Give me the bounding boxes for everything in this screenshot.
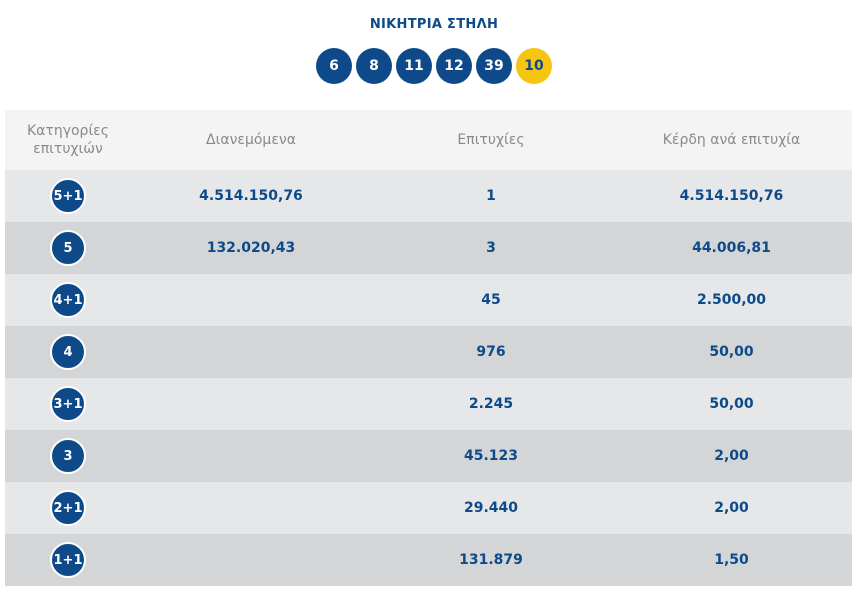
table-header-row: Κατηγορίες επιτυχιών Διανεμόμενα Επιτυχί…: [5, 110, 852, 170]
category-badge: 3+1: [50, 386, 86, 422]
table-row: 5+1 4.514.150,76 1 4.514.150,76: [5, 170, 852, 222]
distributed-cell: [131, 378, 371, 430]
distributed-cell: [131, 274, 371, 326]
winning-numbers: 6 8 11 12 39 10: [0, 48, 868, 84]
prize-cell: 2.500,00: [696, 292, 767, 308]
category-cell: 4: [5, 326, 131, 378]
distributed-cell: 4.514.150,76: [199, 188, 303, 204]
column-header-winners: Επιτυχίες: [457, 132, 525, 148]
winning-column-title: ΝΙΚΗΤΡΙΑ ΣΤΗΛΗ: [369, 17, 499, 32]
column-header-distributed: Διανεμόμενα: [206, 132, 296, 148]
category-badge: 5+1: [50, 178, 86, 214]
number-ball: 12: [436, 48, 472, 84]
distributed-cell: [131, 326, 371, 378]
category-cell: 3+1: [5, 378, 131, 430]
distributed-cell: [131, 482, 371, 534]
category-badge: 1+1: [50, 542, 86, 578]
category-cell: 2+1: [5, 482, 131, 534]
winners-cell: 976: [476, 344, 506, 360]
table-row: 4+1 45 2.500,00: [5, 274, 852, 326]
winners-cell: 29.440: [463, 500, 519, 516]
prize-cell: 2,00: [714, 448, 749, 464]
column-header-category-label: Κατηγορίες επιτυχιών: [27, 123, 109, 157]
winners-cell: 131.879: [459, 552, 523, 568]
table-row: 2+1 29.440 2,00: [5, 482, 852, 534]
table-row: 3+1 2.245 50,00: [5, 378, 852, 430]
table-row: 3 45.123 2,00: [5, 430, 852, 482]
prize-cell: 50,00: [709, 344, 754, 360]
category-cell: 4+1: [5, 274, 131, 326]
winners-cell: 45: [481, 292, 501, 308]
column-header-category: Κατηγορίες επιτυχιών: [5, 110, 131, 170]
category-badge: 2+1: [50, 490, 86, 526]
category-cell: 5+1: [5, 170, 131, 222]
number-ball: 11: [396, 48, 432, 84]
distributed-cell: [131, 534, 371, 586]
prize-cell: 50,00: [709, 396, 754, 412]
table-row: 4 976 50,00: [5, 326, 852, 378]
category-badge: 5: [50, 230, 86, 266]
table-row: 1+1 131.879 1,50: [5, 534, 852, 586]
column-header-prize: Κέρδη ανά επιτυχία: [662, 132, 801, 148]
category-badge: 3: [50, 438, 86, 474]
winners-cell: 2.245: [468, 396, 514, 412]
winners-cell: 1: [486, 188, 496, 204]
category-badge: 4: [50, 334, 86, 370]
joker-ball: 10: [516, 48, 552, 84]
prize-cell: 44.006,81: [692, 240, 771, 256]
number-ball: 8: [356, 48, 392, 84]
prize-cell: 4.514.150,76: [679, 188, 784, 204]
category-cell: 5: [5, 222, 131, 274]
category-cell: 3: [5, 430, 131, 482]
number-ball: 39: [476, 48, 512, 84]
table-row: 5 132.020,43 3 44.006,81: [5, 222, 852, 274]
distributed-cell: 132.020,43: [206, 240, 296, 256]
winners-cell: 45.123: [463, 448, 519, 464]
distributed-cell: [131, 430, 371, 482]
number-ball: 6: [316, 48, 352, 84]
prize-cell: 2,00: [714, 500, 749, 516]
winners-cell: 3: [486, 240, 496, 256]
prize-cell: 1,50: [714, 552, 749, 568]
prize-table: Κατηγορίες επιτυχιών Διανεμόμενα Επιτυχί…: [5, 110, 852, 586]
category-cell: 1+1: [5, 534, 131, 586]
category-badge: 4+1: [50, 282, 86, 318]
